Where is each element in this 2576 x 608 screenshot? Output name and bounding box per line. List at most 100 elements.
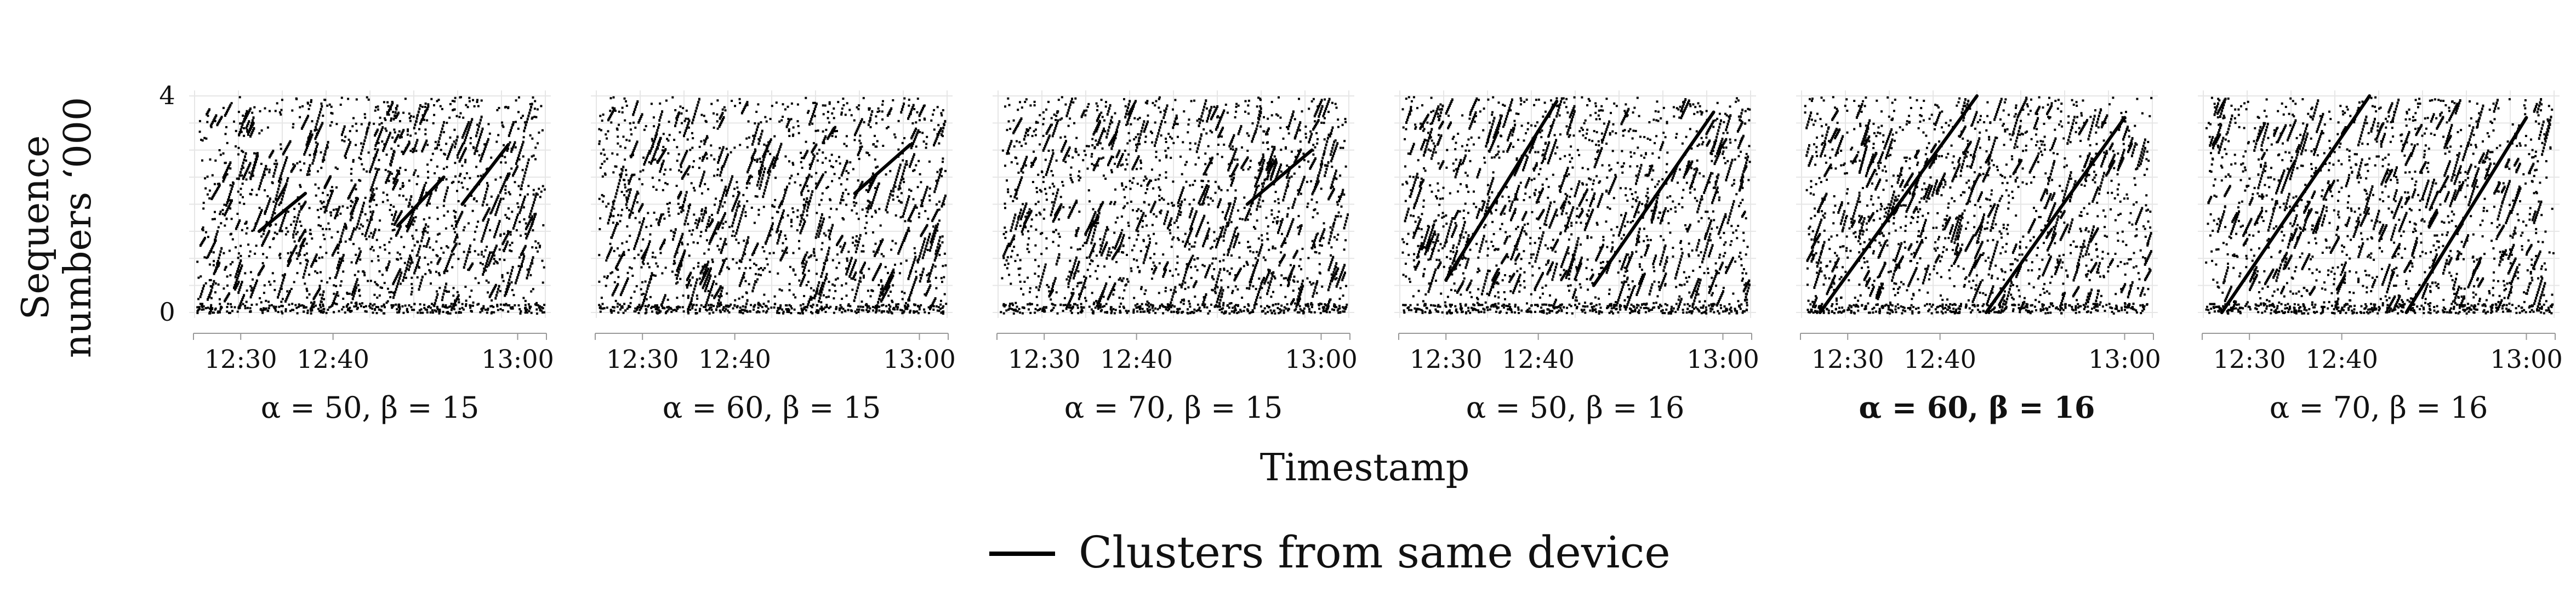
data-point	[865, 207, 868, 209]
data-point	[375, 106, 377, 109]
data-point	[741, 296, 744, 298]
data-point	[326, 146, 329, 149]
data-point	[457, 258, 460, 260]
data-point	[914, 252, 916, 254]
data-point	[681, 177, 684, 180]
data-point	[769, 170, 772, 173]
data-point	[852, 241, 854, 244]
data-point	[779, 304, 782, 307]
data-point	[619, 175, 622, 179]
data-point	[721, 149, 724, 151]
data-point	[818, 149, 820, 151]
data-point	[428, 269, 431, 271]
data-point	[375, 306, 378, 308]
data-point	[875, 271, 878, 275]
data-point	[339, 284, 342, 287]
data-point	[210, 126, 213, 128]
data-point	[474, 277, 477, 280]
data-point	[396, 311, 399, 314]
data-point	[310, 101, 312, 104]
data-point	[767, 144, 770, 147]
data-point	[630, 267, 633, 270]
data-point	[446, 122, 448, 124]
data-point	[315, 194, 317, 197]
data-point	[214, 120, 216, 122]
data-point	[353, 204, 356, 208]
data-point	[372, 210, 374, 213]
data-point	[865, 221, 868, 224]
data-point	[346, 147, 349, 151]
data-point	[759, 139, 761, 142]
data-point	[899, 262, 902, 265]
data-point	[260, 235, 263, 238]
data-point	[264, 237, 267, 240]
data-point	[504, 192, 507, 195]
data-point	[264, 212, 266, 215]
data-point	[229, 193, 231, 196]
data-point	[757, 213, 760, 216]
data-point	[255, 282, 258, 285]
data-point	[743, 204, 745, 208]
data-point	[767, 176, 770, 179]
data-point	[351, 190, 353, 193]
data-point	[805, 284, 808, 287]
data-point	[437, 260, 440, 264]
data-point	[824, 104, 827, 107]
data-point	[867, 311, 869, 313]
data-point	[726, 266, 729, 269]
data-point	[329, 190, 332, 192]
data-point	[335, 274, 338, 277]
data-point	[350, 310, 353, 312]
data-point	[316, 133, 318, 137]
data-point	[514, 168, 517, 172]
data-point	[814, 182, 817, 185]
data-point	[626, 225, 629, 228]
data-point	[240, 130, 243, 133]
data-point	[522, 201, 525, 204]
data-point	[213, 242, 215, 246]
data-point	[249, 162, 252, 165]
data-point	[434, 309, 436, 312]
data-point	[878, 110, 881, 112]
data-point	[421, 275, 424, 279]
data-point	[525, 168, 527, 171]
data-point	[722, 261, 725, 264]
data-point	[381, 201, 384, 203]
data-point	[469, 296, 471, 298]
data-point	[333, 297, 336, 300]
data-point	[909, 110, 912, 113]
data-point	[309, 169, 311, 172]
data-point	[762, 192, 765, 195]
data-point	[309, 154, 311, 156]
data-point	[207, 110, 210, 113]
data-point	[902, 159, 904, 162]
data-point	[315, 126, 317, 129]
data-point	[874, 145, 877, 148]
data-point	[458, 180, 460, 183]
data-point	[440, 130, 443, 134]
data-point	[694, 285, 697, 287]
data-point	[220, 116, 223, 119]
data-point	[420, 239, 423, 242]
data-point	[461, 154, 464, 157]
data-point	[811, 306, 813, 309]
data-point	[913, 303, 915, 306]
data-point	[723, 310, 726, 312]
data-point	[725, 308, 727, 310]
data-point	[788, 128, 790, 131]
data-point	[350, 235, 353, 238]
data-point	[219, 250, 222, 253]
data-point	[273, 280, 276, 282]
data-point	[859, 146, 862, 149]
data-point	[209, 310, 212, 312]
data-point	[330, 105, 333, 108]
data-point	[886, 310, 888, 313]
data-point	[259, 181, 262, 185]
data-point	[790, 312, 793, 315]
data-point	[904, 305, 907, 308]
data-point	[468, 268, 470, 271]
data-point	[762, 195, 765, 198]
data-point	[226, 275, 229, 278]
data-point	[820, 226, 823, 229]
data-point	[683, 120, 686, 122]
